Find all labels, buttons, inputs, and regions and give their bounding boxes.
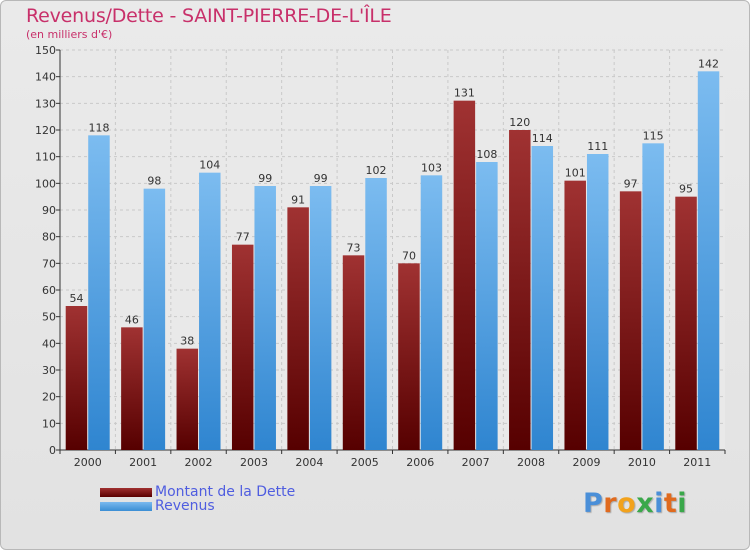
- bar-layer: [65, 71, 720, 451]
- data-label: 111: [587, 140, 608, 153]
- data-label: 142: [698, 57, 719, 70]
- y-tick-label: 10: [42, 417, 56, 430]
- revenue-bar: [143, 188, 166, 450]
- debt-bar: [287, 207, 309, 450]
- y-tick-label: 60: [42, 284, 56, 297]
- data-label: 99: [314, 172, 328, 185]
- data-label: 104: [199, 159, 220, 172]
- debt-bar: [675, 196, 697, 450]
- data-label: 95: [679, 183, 693, 196]
- y-tick-label: 80: [42, 231, 56, 244]
- y-tick-label: 140: [35, 71, 56, 84]
- legend-debt-label: Montant de la Dette: [155, 484, 296, 500]
- label-layer: 0 10 20 30 40 50 60 70 80 90 100 110 120 130 140 150 200…: [35, 44, 719, 469]
- y-tick-label: 90: [42, 204, 56, 217]
- x-tick-label: 2003: [240, 456, 268, 469]
- revenue-bar: [642, 143, 664, 451]
- x-tick-label: 2005: [351, 456, 379, 469]
- y-tick-label: 110: [35, 151, 56, 164]
- revenue-bar: [309, 186, 332, 450]
- x-tick-label: 2008: [517, 456, 545, 469]
- debt-bar: [564, 180, 586, 450]
- data-label: 108: [476, 148, 497, 161]
- y-tick-label: 120: [35, 124, 56, 137]
- debt-bar: [121, 327, 143, 450]
- axis-layer: [56, 49, 726, 454]
- debt-bar: [231, 244, 254, 450]
- revenue-bar: [476, 162, 498, 450]
- logo-letter: i: [677, 488, 688, 519]
- data-label: 99: [258, 172, 272, 185]
- logo-letter: o: [617, 488, 637, 519]
- chart-title: Revenus/Dette - SAINT-PIERRE-DE-L'ÎLE: [26, 5, 392, 27]
- y-tick-label: 30: [42, 364, 56, 377]
- y-tick-label: 150: [35, 44, 56, 57]
- logo-letter: P: [583, 488, 604, 519]
- y-tick-label: 50: [42, 311, 56, 324]
- y-tick-label: 100: [35, 177, 56, 190]
- revenue-bar: [365, 178, 387, 450]
- data-label: 98: [147, 175, 161, 188]
- data-label: 115: [643, 129, 664, 142]
- revenue-bar: [586, 154, 609, 450]
- data-label: 103: [421, 161, 442, 174]
- proxiti-logo: Proxiti: [583, 488, 687, 519]
- data-label: 91: [291, 193, 305, 206]
- logo-letter: t: [663, 488, 678, 519]
- logo-letter: x: [636, 488, 655, 519]
- data-label: 101: [565, 167, 586, 180]
- y-tick-label: 70: [42, 257, 56, 270]
- x-tick-label: 2011: [683, 456, 711, 469]
- debt-bar: [398, 263, 420, 450]
- data-label: 54: [69, 292, 83, 305]
- revenue-bar: [420, 175, 443, 451]
- x-tick-label: 2009: [572, 456, 600, 469]
- x-tick-label: 2010: [628, 456, 656, 469]
- revenue-bar: [88, 135, 110, 451]
- data-label: 46: [125, 313, 139, 326]
- data-label: 77: [236, 231, 250, 244]
- debt-bar: [453, 100, 476, 451]
- data-label: 102: [366, 164, 387, 177]
- revenue-bar: [254, 186, 276, 450]
- y-tick-label: 130: [35, 97, 56, 110]
- revenue-bar: [199, 172, 221, 450]
- x-tick-label: 2004: [295, 456, 323, 469]
- data-label: 38: [180, 335, 194, 348]
- grid-layer: [60, 49, 725, 451]
- legend-debt-swatch: [100, 488, 152, 497]
- x-tick-label: 2002: [185, 456, 213, 469]
- data-label: 118: [88, 121, 109, 134]
- x-tick-label: 2001: [129, 456, 157, 469]
- revenue-bar: [531, 146, 554, 450]
- debt-bar: [619, 191, 642, 451]
- x-tick-label: 2006: [406, 456, 434, 469]
- logo-letter: r: [603, 488, 618, 519]
- data-label: 73: [347, 241, 361, 254]
- data-label: 131: [454, 87, 475, 100]
- revenue-bar: [697, 71, 720, 450]
- data-label: 120: [509, 116, 530, 129]
- legend-revenue-label: Revenus: [155, 498, 215, 514]
- logo-letter: i: [654, 488, 664, 519]
- x-tick-label: 2007: [462, 456, 490, 469]
- y-tick-label: 40: [42, 337, 56, 350]
- legend-revenue-swatch: [100, 502, 152, 511]
- debt-bar: [509, 130, 531, 450]
- data-label: 70: [402, 249, 416, 262]
- chart-subtitle: (en milliers d'€): [26, 28, 113, 41]
- debt-bar: [65, 306, 88, 450]
- debt-bar: [342, 255, 365, 450]
- debt-bar: [176, 348, 199, 450]
- x-tick-label: 2000: [74, 456, 102, 469]
- y-tick-label: 0: [49, 444, 56, 457]
- data-label: 97: [624, 177, 638, 190]
- y-tick-label: 20: [42, 391, 56, 404]
- data-label: 114: [532, 132, 553, 145]
